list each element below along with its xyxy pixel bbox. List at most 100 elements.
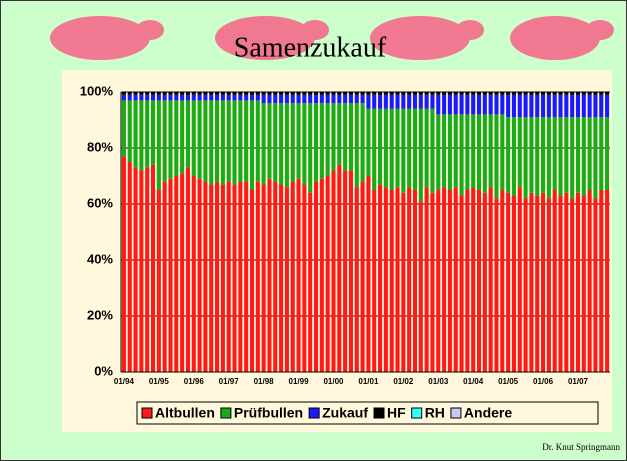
y-tick-label: 20% <box>87 307 113 322</box>
bar-segment <box>209 184 213 372</box>
bar-segment <box>297 179 301 372</box>
bar-segment <box>361 103 365 181</box>
bar-segment <box>227 182 231 372</box>
bar-segment <box>267 179 271 372</box>
bar-segment <box>494 95 498 115</box>
y-tick-label: 40% <box>87 251 113 266</box>
bar-segment <box>221 184 225 372</box>
bar-segment <box>232 95 236 101</box>
bar-segment <box>454 92 458 95</box>
bar-segment <box>401 109 405 193</box>
bar-segment <box>285 92 289 95</box>
bar-segment <box>541 117 545 193</box>
bar-segment <box>407 187 411 372</box>
bar-segment <box>541 95 545 117</box>
bar-segment <box>337 92 341 95</box>
bar-segment <box>547 92 551 95</box>
bar-segment <box>157 190 161 372</box>
bar-segment <box>541 193 545 372</box>
bar-segment <box>483 92 487 95</box>
bar-segment <box>465 92 469 95</box>
bar-segment <box>343 92 347 95</box>
bar-segment <box>553 92 557 95</box>
bar-segment <box>419 201 423 372</box>
bar-segment <box>599 190 603 372</box>
bar-segment <box>232 184 236 372</box>
bar-segment <box>576 92 580 95</box>
bar-segment <box>378 109 382 185</box>
bar-segment <box>157 100 161 190</box>
bar-segment <box>168 179 172 372</box>
bar-segment <box>302 95 306 103</box>
bar-segment <box>244 92 248 95</box>
bar-segment <box>506 117 510 193</box>
bar-segment <box>337 103 341 165</box>
legend-swatch <box>451 408 461 418</box>
bar-segment <box>250 92 254 95</box>
bar-segment <box>390 109 394 190</box>
bar-segment <box>460 196 464 372</box>
bar-segment <box>174 92 178 95</box>
bar-segment <box>128 95 132 101</box>
bar-segment <box>477 92 481 95</box>
bar-segment <box>186 100 190 167</box>
bar-segment <box>250 95 254 101</box>
bar-segment <box>576 95 580 117</box>
bar-segment <box>128 92 132 95</box>
bar-segment <box>186 95 190 101</box>
x-tick-label: 01/01 <box>358 377 379 386</box>
bar-segment <box>361 92 365 95</box>
bar-segment <box>593 92 597 95</box>
x-tick-label: 01/98 <box>254 377 275 386</box>
bar-segment <box>134 95 138 101</box>
bar-segment <box>256 182 260 372</box>
bar-segment <box>209 92 213 95</box>
bar-segment <box>145 95 149 101</box>
legend-label: Altbullen <box>155 405 215 421</box>
bar-segment <box>378 95 382 109</box>
bar-segment <box>314 92 318 95</box>
bar-segment <box>553 117 557 190</box>
bar-segment <box>343 170 347 372</box>
bar-segment <box>390 95 394 109</box>
bar-segment <box>168 95 172 101</box>
bar-segment <box>419 109 423 201</box>
chart-title: Samenzukauf <box>234 32 387 63</box>
x-tick-label: 01/02 <box>393 377 414 386</box>
bar-segment <box>285 103 289 187</box>
x-tick-label: 01/99 <box>289 377 310 386</box>
bar-segment <box>256 95 260 101</box>
legend-swatch <box>142 408 152 418</box>
bar-segment <box>238 92 242 95</box>
legend-label: Andere <box>464 405 512 421</box>
bar-segment <box>163 95 167 101</box>
bar-segment <box>512 117 516 195</box>
bar-segment <box>547 198 551 372</box>
bar-segment <box>524 92 528 95</box>
bar-segment <box>291 182 295 372</box>
bar-segment <box>151 95 155 101</box>
legend-swatch <box>309 408 319 418</box>
bar-segment <box>262 95 266 103</box>
bar-segment <box>227 100 231 181</box>
bar-segment <box>227 92 231 95</box>
bar-segment <box>605 95 609 117</box>
bar-segment <box>267 103 271 179</box>
bar-segment <box>238 100 242 181</box>
bar-segment <box>297 92 301 95</box>
bar-segment <box>599 92 603 95</box>
bar-segment <box>145 168 149 372</box>
bar-segment <box>442 92 446 95</box>
bar-segment <box>192 92 196 95</box>
bar-segment <box>570 95 574 117</box>
bar-segment <box>308 95 312 103</box>
bar-segment <box>221 95 225 101</box>
bar-segment <box>291 95 295 103</box>
legend-label: Zukauf <box>322 405 368 421</box>
legend-swatch <box>374 408 384 418</box>
bar-segment <box>471 114 475 187</box>
bar-segment <box>494 198 498 372</box>
bar-segment <box>157 92 161 95</box>
bar-segment <box>221 92 225 95</box>
bar-segment <box>186 92 190 95</box>
